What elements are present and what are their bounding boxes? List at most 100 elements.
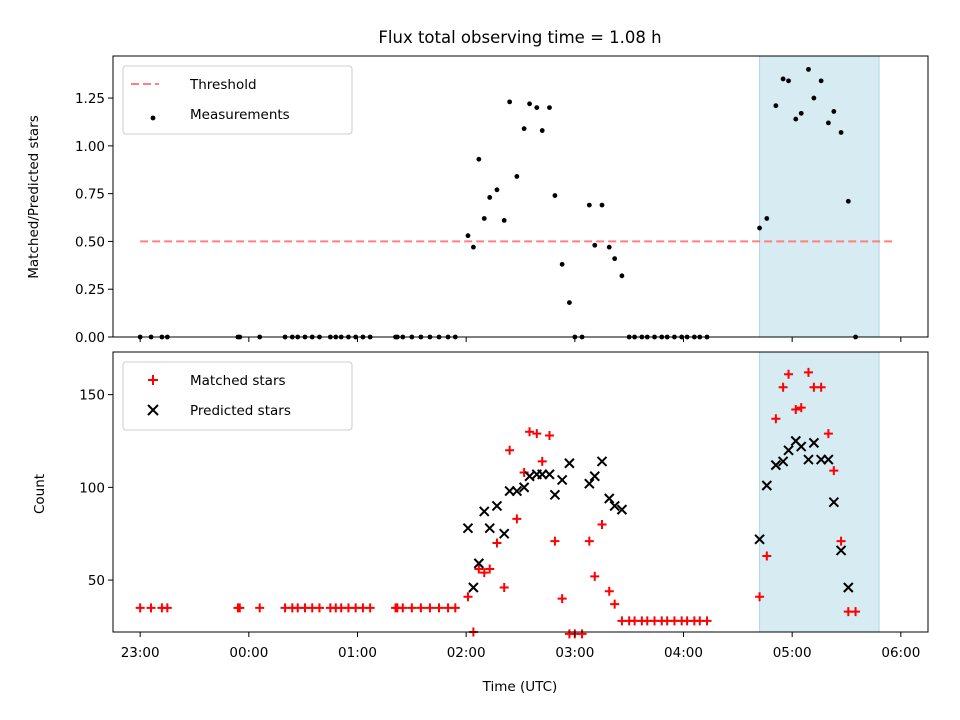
- measurement-point: [612, 256, 618, 262]
- x-tick-label: 05:00: [773, 645, 812, 661]
- matched-stars-point: [162, 603, 172, 613]
- measurement-point: [539, 128, 545, 133]
- measurement-point: [487, 195, 493, 200]
- predicted-stars-point: [484, 522, 495, 534]
- matched-stars-point: [836, 536, 846, 546]
- measurement-point: [567, 300, 572, 305]
- x-tick-label: 04:00: [664, 645, 703, 661]
- predicted-stars-point: [564, 458, 575, 469]
- measurement-point: [757, 225, 762, 231]
- measurement-point: [494, 187, 500, 193]
- matched-stars-point: [425, 603, 435, 613]
- predicted-stars-point: [604, 493, 615, 504]
- measurement-point: [786, 78, 791, 84]
- x-tick-label: 23:00: [121, 645, 160, 661]
- measurement-point: [793, 116, 799, 122]
- measurement-point: [534, 105, 540, 111]
- observing-window-span: [759, 55, 880, 338]
- predicted-stars-point: [828, 496, 840, 508]
- predicted-stars-point: [783, 445, 794, 456]
- axes-frame: [112, 55, 929, 338]
- measurement-point: [764, 216, 770, 221]
- y-tick-label: 1.25: [75, 91, 105, 107]
- matched-stars-point: [365, 603, 375, 613]
- x-tick-label: 01:00: [338, 645, 377, 661]
- matched-stars-point: [398, 603, 408, 613]
- measurement-point: [838, 130, 844, 135]
- predicted-stars-point: [544, 469, 555, 480]
- matched-stars-point: [851, 607, 861, 617]
- measurement-point: [773, 103, 779, 109]
- y-tick-label: 150: [79, 388, 105, 404]
- matched-stars-point: [499, 582, 509, 592]
- measurement-point: [780, 76, 786, 82]
- predicted-stars-point: [823, 454, 834, 465]
- matched-stars-point: [407, 603, 417, 613]
- matched-stars-point: [235, 603, 245, 613]
- predicted-stars-point: [479, 506, 490, 517]
- x-tick-label: 06:00: [881, 645, 920, 661]
- measurement-point: [592, 242, 598, 248]
- matched-stars-point: [416, 603, 426, 613]
- matched-stars-point: [597, 519, 607, 529]
- legend-box: [122, 361, 353, 431]
- predicted-stars-point: [556, 474, 568, 486]
- predicted-stars-point: [835, 545, 847, 556]
- matched-stars-point: [479, 568, 489, 578]
- matched-stars-point: [702, 616, 712, 626]
- predicted-stars-point: [770, 459, 782, 471]
- predicted-stars-point: [491, 500, 503, 512]
- matched-stars-point: [505, 445, 515, 455]
- matched-stars-point: [314, 603, 324, 613]
- matched-stars-point: [135, 603, 145, 613]
- predicted-stars-point: [473, 558, 485, 569]
- matched-stars-point: [474, 564, 484, 574]
- measurement-point: [619, 273, 625, 279]
- predicted-stars-point: [596, 456, 608, 467]
- measurement-point: [806, 66, 811, 72]
- matched-stars-point: [492, 538, 502, 548]
- measurement-point: [586, 202, 592, 208]
- predicted-stars-point: [518, 482, 530, 493]
- matched-stars-point: [771, 414, 781, 424]
- bottom-panel: 50 100 150 23:00 00:00 01:00 02:00 03:00 04:00 05…: [79, 351, 929, 661]
- predicted-stars-point: [761, 480, 773, 491]
- legend-predicted-stars-swatch: [147, 404, 159, 416]
- matched-stars-point: [584, 536, 594, 546]
- matched-stars-point: [557, 594, 567, 604]
- measurement-point: [831, 109, 837, 114]
- matched-stars-point: [791, 404, 801, 414]
- measurement-point: [507, 99, 513, 105]
- matched-stars-point: [434, 603, 444, 613]
- measurement-point: [818, 78, 824, 84]
- matched-stars-point: [544, 430, 554, 440]
- measurement-point: [798, 110, 804, 116]
- matched-stars-point: [450, 603, 460, 613]
- chart-title: Flux total observing time = 1.08 h: [378, 28, 661, 47]
- legend-matched-stars-swatch: [148, 375, 158, 385]
- legend-predicted-stars-label: Predicted stars: [190, 403, 291, 419]
- measurement-point: [599, 202, 605, 208]
- measurement-point: [825, 120, 831, 126]
- matched-stars-point: [512, 514, 522, 524]
- matched-stars-point: [755, 592, 765, 602]
- measurement-point: [514, 174, 520, 179]
- legend-box: [122, 65, 353, 135]
- matched-stars-point: [796, 403, 806, 413]
- matched-stars-point: [532, 429, 542, 439]
- measurement-point: [547, 105, 552, 111]
- measurement-point: [527, 101, 532, 107]
- matched-stars-point: [803, 367, 813, 377]
- matched-stars-point: [762, 551, 772, 561]
- measurement-point: [559, 261, 565, 267]
- matched-stars-point: [590, 571, 600, 581]
- observing-window-span: [759, 351, 880, 633]
- legend-threshold-label: Threshold: [189, 77, 257, 93]
- x-tick-label: 02:00: [447, 645, 486, 661]
- matched-stars-point: [778, 382, 788, 392]
- matched-stars-point: [829, 466, 839, 476]
- matched-stars-point: [823, 429, 833, 439]
- measurement-point: [552, 193, 558, 198]
- predicted-stars-point: [808, 437, 820, 449]
